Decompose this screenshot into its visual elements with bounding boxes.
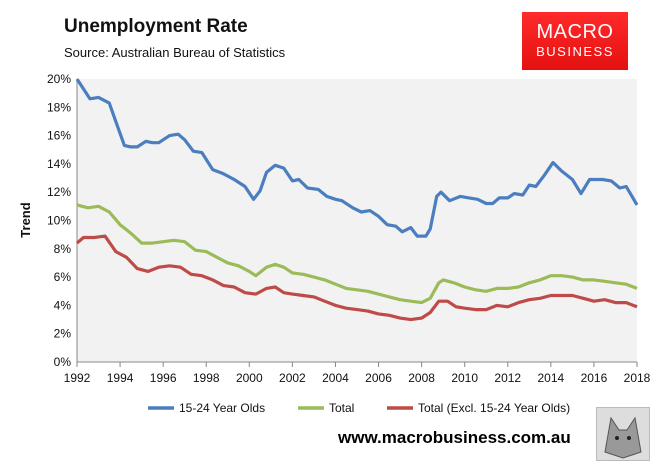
series-line-2 — [75, 234, 638, 322]
x-tick-label: 1996 — [150, 371, 177, 385]
legend-label-2: Total (Excl. 15-24 Year Olds) — [418, 401, 570, 415]
y-tick-label: 6% — [54, 270, 72, 284]
x-tick-label: 1998 — [193, 371, 220, 385]
y-tick-label: 16% — [47, 129, 71, 143]
y-tick-label: 8% — [54, 242, 72, 256]
y-tick-label: 0% — [54, 355, 72, 369]
x-tick-label: 2006 — [365, 371, 392, 385]
x-tick-label: 2002 — [279, 371, 306, 385]
legend-label-1: Total — [329, 401, 354, 415]
y-tick-label: 20% — [47, 72, 71, 86]
x-tick-label: 1992 — [64, 371, 91, 385]
wolf-logo-icon — [596, 407, 650, 461]
macrobusiness-logo: MACRO BUSINESS — [522, 12, 628, 70]
x-tick-label: 2018 — [624, 371, 651, 385]
y-tick-label: 18% — [47, 100, 71, 114]
x-tick-label: 2010 — [451, 371, 478, 385]
y-axis-label: Trend — [18, 202, 33, 237]
legend-label-0: 15-24 Year Olds — [179, 401, 265, 415]
plot-area — [77, 79, 637, 362]
x-tick-label: 2000 — [236, 371, 263, 385]
logo-line2: BUSINESS — [536, 44, 614, 59]
x-tick-label: 2012 — [494, 371, 521, 385]
x-tick-label: 2016 — [581, 371, 608, 385]
series-line-1 — [76, 203, 638, 305]
y-tick-label: 14% — [47, 157, 71, 171]
x-tick-label: 2004 — [322, 371, 349, 385]
website-url: www.macrobusiness.com.au — [338, 428, 571, 447]
y-tick-label: 2% — [54, 327, 72, 341]
x-tick-label: 2008 — [408, 371, 435, 385]
chart-source: Source: Australian Bureau of Statistics — [64, 45, 286, 60]
series-line-0 — [75, 78, 639, 238]
x-tick-label: 2014 — [537, 371, 564, 385]
y-tick-label: 10% — [47, 214, 71, 228]
x-tick-label: 1994 — [107, 371, 134, 385]
y-tick-label: 4% — [54, 298, 72, 312]
logo-line1: MACRO — [536, 21, 614, 43]
chart-title: Unemployment Rate — [64, 16, 248, 37]
y-tick-label: 12% — [47, 185, 71, 199]
